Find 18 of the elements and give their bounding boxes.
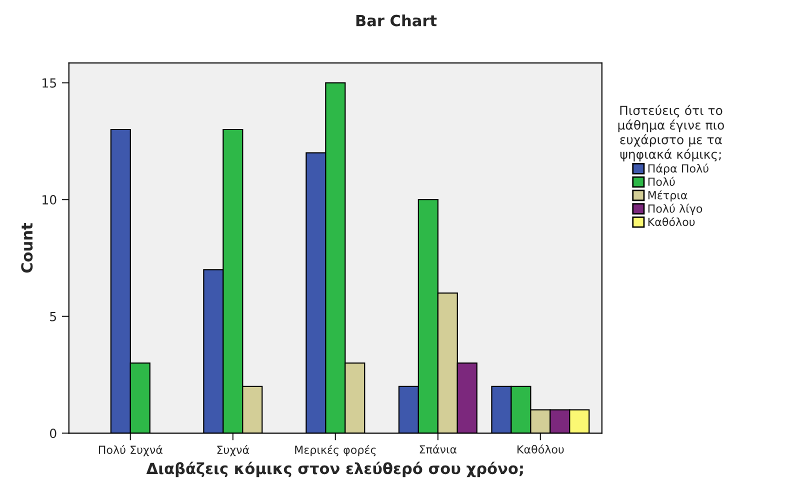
legend-label: Καθόλου bbox=[648, 217, 695, 226]
y-tick-label: 15 bbox=[42, 78, 56, 88]
x-tick-label: Πολύ Συχνά bbox=[98, 444, 162, 456]
x-tick-label: Καθόλου bbox=[518, 444, 564, 454]
x-tick-label: Συχνά bbox=[217, 444, 250, 456]
legend-label: Πολύ λίγο bbox=[648, 204, 702, 215]
y-axis-title: Count bbox=[21, 223, 33, 273]
y-tick-label: 10 bbox=[42, 195, 56, 205]
legend-label: Πολύ bbox=[648, 176, 675, 186]
legend-title: Πιστεύεις ότι το μάθημα έγινε πιο ευχάριστο με τα ψηφιακά κόμικς; bbox=[618, 104, 724, 162]
y-tick-label: 5 bbox=[50, 312, 56, 322]
legend-label: Μέτρια bbox=[648, 190, 688, 202]
chart-title: Bar Chart bbox=[356, 14, 437, 26]
x-tick-label: Σπάνια bbox=[420, 444, 457, 454]
x-tick-label: Μερικές φορές bbox=[295, 444, 376, 456]
legend-label: Πάρα Πολύ bbox=[648, 164, 708, 175]
x-axis-title: Διαβάζεις κόμικς στον ελεύθερό σου χρόνο; bbox=[146, 462, 523, 478]
y-tick-label: 0 bbox=[50, 428, 56, 438]
